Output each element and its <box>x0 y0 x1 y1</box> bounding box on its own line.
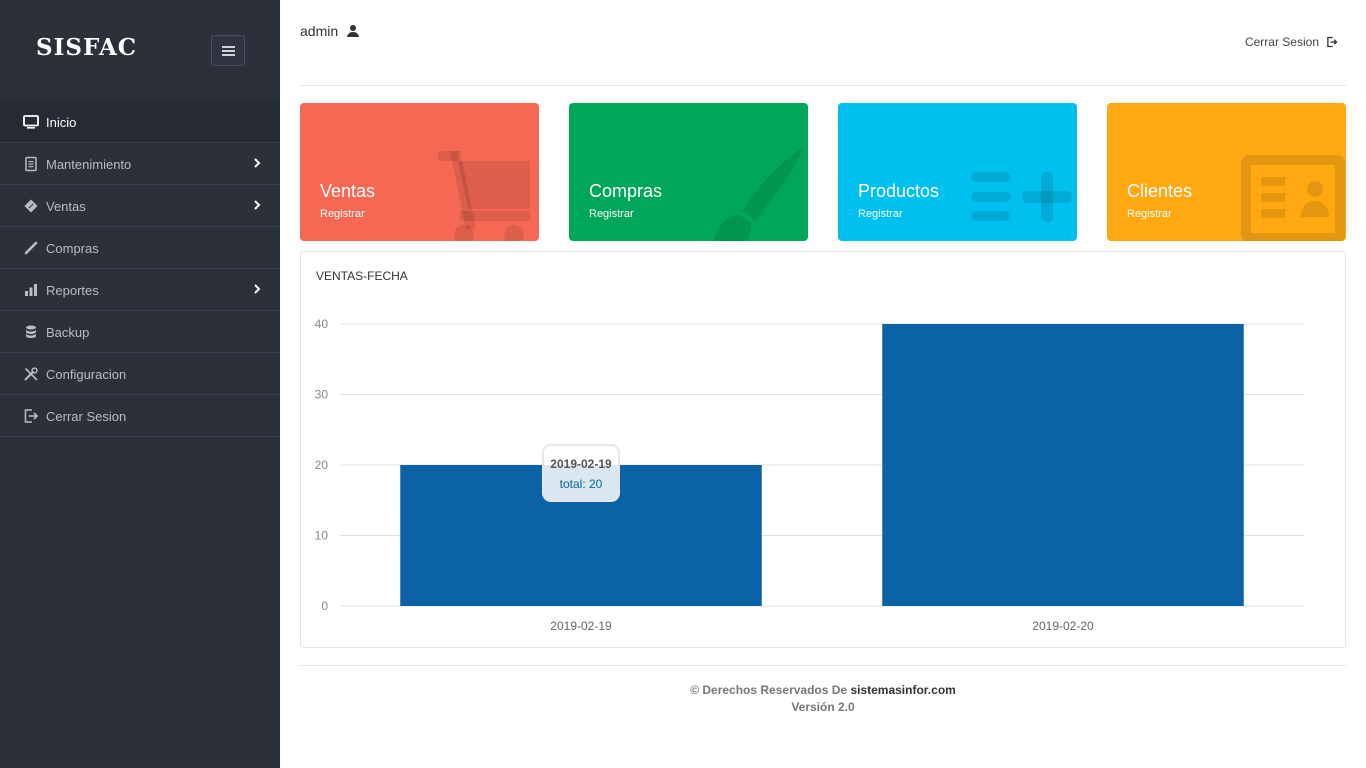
tile-register-link[interactable]: Registrar <box>320 208 365 220</box>
username: admin <box>300 23 339 39</box>
sidebar-item-label: Reportes <box>46 283 99 298</box>
tooltip-box <box>542 444 620 502</box>
tile-register-link[interactable]: Registrar <box>589 208 634 220</box>
header-divider <box>300 85 1346 86</box>
footer: © Derechos Reservados De sistemasinfor.c… <box>300 682 1346 716</box>
brand-area: SISFAC <box>0 0 280 101</box>
bar-chart-icon <box>25 284 37 296</box>
sales-chart-panel: VENTAS-FECHA 0 10 20 30 40 2019-02-19 2019-02-… <box>300 251 1346 648</box>
sidebar: SISFAC Inicio Mantenimiento <box>0 0 280 768</box>
sidebar-item-compras[interactable]: Compras <box>0 227 280 269</box>
tooltip-title: 2019-02-19 <box>550 457 612 471</box>
brush-icon <box>713 147 803 241</box>
x-tick-label: 2019-02-19 <box>550 619 612 633</box>
tile-register-link[interactable]: Registrar <box>858 208 903 220</box>
sidebar-item-mantenimiento[interactable]: Mantenimiento <box>0 143 280 185</box>
footer-divider <box>300 665 1346 666</box>
chart-tooltip: 2019-02-19 total: 20 <box>542 444 620 502</box>
sidebar-item-cerrar-sesion[interactable]: Cerrar Sesion <box>0 395 280 437</box>
sidebar-item-label: Ventas <box>46 199 86 214</box>
sidebar-item-label: Mantenimiento <box>46 157 132 172</box>
bar-2019-02-20 <box>882 324 1244 606</box>
user-icon <box>347 25 360 37</box>
database-icon <box>26 325 36 338</box>
x-tick-label: 2019-02-20 <box>1032 619 1094 633</box>
hamburger-icon <box>221 45 235 56</box>
menu-toggle-button[interactable] <box>211 35 245 66</box>
footer-copyright-prefix: © Derechos Reservados De <box>690 683 851 697</box>
sidebar-item-ventas[interactable]: Ventas <box>0 185 280 227</box>
tag-icon <box>24 199 38 213</box>
y-tick-label: 20 <box>315 458 329 472</box>
logout-icon <box>24 409 39 423</box>
tile-title: Compras <box>589 181 663 201</box>
chevron-right-icon <box>254 158 261 168</box>
tile-clientes[interactable]: Clientes Registrar <box>1107 103 1346 241</box>
list-add-icon <box>971 172 1072 222</box>
tools-icon <box>24 367 38 381</box>
y-tick-label: 10 <box>315 529 329 543</box>
pencil-icon <box>24 241 38 255</box>
logout-icon <box>1327 36 1338 48</box>
y-tick-label: 30 <box>315 388 329 402</box>
cart-icon <box>438 151 530 241</box>
monitor-icon <box>23 115 39 129</box>
sidebar-item-label: Compras <box>46 241 99 256</box>
sidebar-item-label: Cerrar Sesion <box>46 409 127 424</box>
sidebar-nav: Inicio Mantenimiento Ventas <box>0 101 280 437</box>
tile-register-link[interactable]: Registrar <box>1127 208 1172 220</box>
footer-version: Versión 2.0 <box>791 700 855 714</box>
tooltip-value: total: 20 <box>560 477 603 491</box>
sidebar-item-backup[interactable]: Backup <box>0 311 280 353</box>
sidebar-item-inicio[interactable]: Inicio <box>0 101 280 143</box>
logout-link[interactable]: Cerrar Sesion <box>1245 35 1338 49</box>
sales-bar-chart: 0 10 20 30 40 2019-02-19 2019-02-20 2019-02-19 t… <box>315 317 1304 633</box>
chevron-right-icon <box>254 200 261 210</box>
user-menu[interactable]: admin <box>300 23 360 39</box>
tile-compras[interactable]: Compras Registrar <box>569 103 808 241</box>
tile-title: Productos <box>858 181 940 201</box>
tile-ventas[interactable]: Ventas Registrar <box>300 103 539 241</box>
brand-logo[interactable]: SISFAC <box>36 34 138 61</box>
tile-title: Clientes <box>1127 181 1193 201</box>
sidebar-item-label: Backup <box>46 325 90 340</box>
chevron-right-icon <box>254 284 261 294</box>
sidebar-item-reportes[interactable]: Reportes <box>0 269 280 311</box>
logout-label: Cerrar Sesion <box>1244 35 1319 49</box>
tile-title: Ventas <box>320 181 376 201</box>
sidebar-item-label: Inicio <box>46 115 77 130</box>
y-tick-label: 0 <box>321 599 328 613</box>
document-icon <box>25 156 37 172</box>
sidebar-item-configuracion[interactable]: Configuracion <box>0 353 280 395</box>
tile-productos[interactable]: Productos Registrar <box>838 103 1077 241</box>
id-card-icon <box>1241 155 1345 241</box>
panel-title: VENTAS-FECHA <box>316 269 408 283</box>
sidebar-item-label: Configuracion <box>46 367 127 382</box>
footer-site-link[interactable]: sistemasinfor.com <box>850 683 956 697</box>
footer-copyright: © Derechos Reservados De sistemasinfor.c… <box>300 682 1346 699</box>
y-tick-label: 40 <box>315 317 329 331</box>
